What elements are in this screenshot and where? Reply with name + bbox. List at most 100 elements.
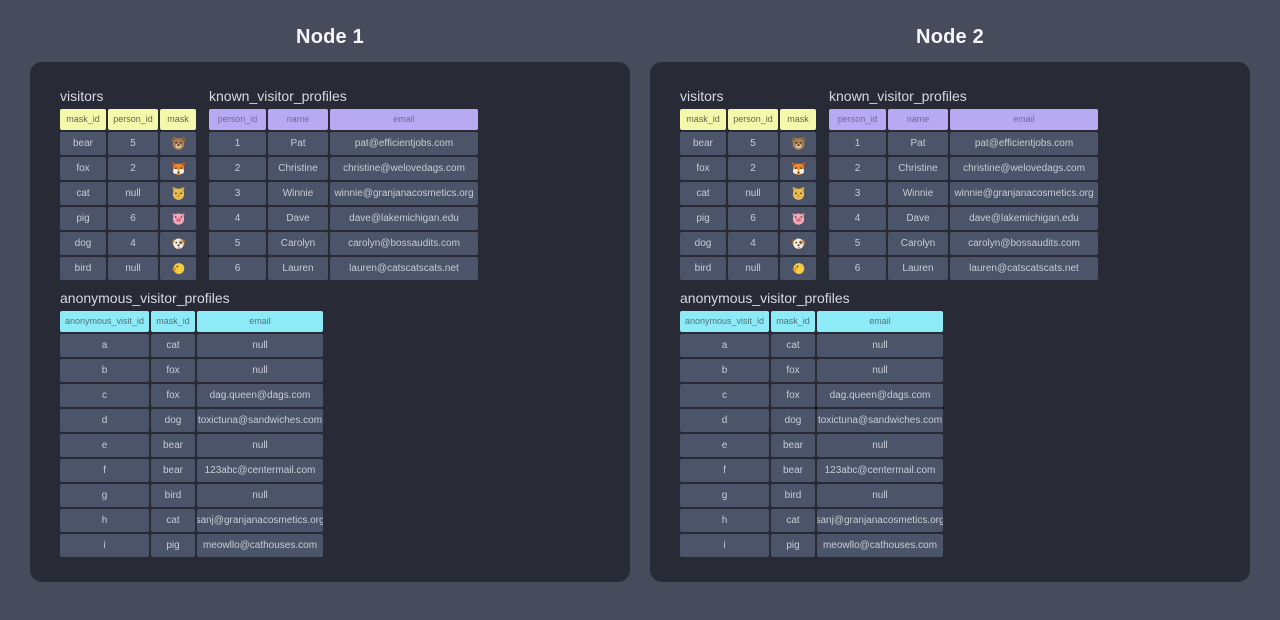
table-cell: fox [771,359,815,382]
table-cell: cat [151,334,195,357]
table-cell: carolyn@bossaudits.com [950,232,1098,255]
known_visitor_profiles-header-row: person_id name email [829,109,1098,130]
table-cell: Carolyn [888,232,948,255]
table-cell: 1 [829,132,886,155]
visitors-row: pig 6 [680,207,816,230]
table-cell: b [680,359,769,382]
table-cell: Dave [888,207,948,230]
mask-cell [780,257,816,280]
table-cell: 5 [728,132,778,155]
anonymous_visitor_profiles-row: e bear null [60,434,600,457]
visitors-col-header-mask_id: mask_id [60,109,106,130]
anonymous_visitor_profiles-row: g bird null [680,484,1220,507]
cat-face-icon [791,186,806,201]
known_visitor_profiles-row: 2 Christine christine@welovedags.com [209,157,478,180]
anonymous_visitor_profiles-table: anonymous_visitor_profiles anonymous_visi… [680,290,1220,557]
table-cell: 4 [728,232,778,255]
table-cell: fox [151,359,195,382]
table-cell: cat [60,182,106,205]
anonymous_visitor_profiles-row: d dog toxictuna@sandwiches.com [60,409,600,432]
table-cell: Pat [268,132,328,155]
table-cell: bear [771,434,815,457]
visitors-table: visitors mask_id person_id mask bear 5 fox 2 cat… [60,88,196,280]
known_visitor_profiles-row: 4 Dave dave@lakemichigan.edu [829,207,1098,230]
mask-cell [780,232,816,255]
known_visitor_profiles-col-header-name: name [888,109,948,130]
table-cell: dog [771,409,815,432]
table-cell: Lauren [268,257,328,280]
table-cell: 2 [209,157,266,180]
table-cell: 4 [209,207,266,230]
table-cell: Pat [888,132,948,155]
table-cell: toxictuna@sandwiches.com [817,409,943,432]
known_visitor_profiles-row: 6 Lauren lauren@catscatscats.net [209,257,478,280]
known_visitor_profiles-table-grid: person_id name email 1 Pat pat@efficientjobs.… [829,109,1098,280]
table-cell: lauren@catscatscats.net [950,257,1098,280]
anonymous_visitor_profiles-row: f bear 123abc@centermail.com [680,459,1220,482]
mask-cell [160,157,196,180]
table-cell: winnie@granjanacosmetics.org [330,182,478,205]
visitors-row: bird null [680,257,816,280]
table-cell: null [197,434,323,457]
table-cell: pat@efficientjobs.com [330,132,478,155]
anonymous_visitor_profiles-row: c fox dag.queen@dags.com [60,384,600,407]
known_visitor_profiles-table-title: known_visitor_profiles [209,88,347,104]
known_visitor_profiles-row: 5 Carolyn carolyn@bossaudits.com [209,232,478,255]
table-cell: Carolyn [268,232,328,255]
anonymous_visitor_profiles-row: i pig meowllo@cathouses.com [680,534,1220,557]
table-cell: cat [771,509,815,532]
node-1-title: Node 1 [296,26,364,48]
known_visitor_profiles-row: 1 Pat pat@efficientjobs.com [829,132,1098,155]
table-cell: cat [680,182,726,205]
mask-cell [160,207,196,230]
table-cell: null [817,359,943,382]
mask-cell [780,132,816,155]
table-cell: pig [151,534,195,557]
top-tables-row: visitors mask_id person_id mask bear 5 fox 2 cat… [680,88,1220,280]
table-cell: lauren@catscatscats.net [330,257,478,280]
table-cell: 5 [829,232,886,255]
fox-face-icon [791,161,806,176]
table-cell: h [680,509,769,532]
anonymous_visitor_profiles-col-header-mask_id: mask_id [151,311,195,332]
table-cell: g [60,484,149,507]
table-cell: christine@welovedags.com [330,157,478,180]
anonymous_visitor_profiles-row: h cat sanj@granjanacosmetics.org [60,509,600,532]
table-cell: null [108,257,158,280]
visitors-row: bear 5 [680,132,816,155]
visitors-table-grid: mask_id person_id mask bear 5 fox 2 cat null pig 6… [60,109,196,280]
table-cell: 1 [209,132,266,155]
table-cell: bird [60,257,106,280]
visitors-col-header-mask_id: mask_id [680,109,726,130]
table-cell: 6 [108,207,158,230]
known_visitor_profiles-table-grid: person_id name email 1 Pat pat@efficientjobs.… [209,109,478,280]
visitors-header-row: mask_id person_id mask [680,109,816,130]
mask-cell [160,132,196,155]
table-cell: null [817,434,943,457]
table-cell: Winnie [268,182,328,205]
top-tables-row: visitors mask_id person_id mask bear 5 fox 2 cat… [60,88,600,280]
table-cell: fox [60,157,106,180]
anonymous_visitor_profiles-row: a cat null [60,334,600,357]
table-cell: 2 [829,157,886,180]
visitors-col-header-person_id: person_id [108,109,158,130]
mask-cell [160,182,196,205]
table-cell: 5 [209,232,266,255]
anonymous_visitor_profiles-col-header-mask_id: mask_id [771,311,815,332]
visitors-table: visitors mask_id person_id mask bear 5 fox 2 cat… [680,88,816,280]
table-cell: dag.queen@dags.com [197,384,323,407]
table-cell: bear [151,434,195,457]
anonymous_visitor_profiles-row: b fox null [60,359,600,382]
table-cell: null [728,257,778,280]
table-cell: i [680,534,769,557]
table-cell: 123abc@centermail.com [817,459,943,482]
table-cell: sanj@granjanacosmetics.org [817,509,943,532]
table-cell: e [680,434,769,457]
table-cell: pat@efficientjobs.com [950,132,1098,155]
table-cell: 6 [829,257,886,280]
table-cell: dave@lakemichigan.edu [330,207,478,230]
table-cell: pig [680,207,726,230]
dog-face-icon [171,236,186,251]
table-cell: c [60,384,149,407]
